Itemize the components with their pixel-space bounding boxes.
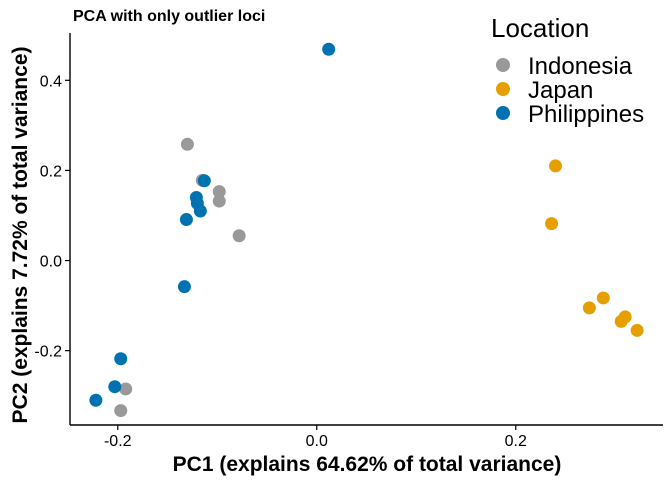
x-axis-title: PC1 (explains 64.62% of total variance) — [173, 453, 562, 476]
y-tick-label: 0.2 — [40, 163, 62, 180]
chart-title: PCA with only outlier loci — [73, 8, 265, 25]
legend-title: Location — [491, 13, 589, 43]
axes: -0.2 0.0 0.2 -0.2 0.0 0.2 0.4 — [34, 33, 663, 450]
data-points — [89, 42, 644, 418]
point-philippines — [197, 174, 211, 188]
y-axis-ticks: -0.2 0.0 0.2 0.4 — [34, 73, 70, 361]
point-japan — [582, 301, 596, 315]
point-philippines — [179, 213, 193, 227]
x-tick-label: -0.2 — [104, 433, 132, 450]
point-indonesia — [212, 194, 226, 208]
point-philippines — [193, 204, 207, 218]
point-indonesia — [212, 185, 226, 199]
y-tick-label: 0.4 — [40, 73, 62, 90]
legend-key-philippines — [496, 106, 510, 120]
point-indonesia — [119, 382, 133, 396]
legend-key-indonesia — [496, 58, 510, 72]
point-indonesia — [114, 404, 128, 418]
point-philippines — [322, 42, 336, 56]
point-indonesia — [180, 137, 194, 151]
y-axis-title: PC2 (explains 7.72% of total variance) — [9, 47, 32, 424]
y-tick-label: 0.0 — [40, 254, 62, 271]
legend-label-indonesia: Indonesia — [528, 53, 633, 80]
y-tick-label: -0.2 — [34, 344, 62, 361]
x-tick-label: 0.2 — [505, 433, 527, 450]
point-indonesia — [232, 229, 246, 243]
point-philippines — [177, 280, 191, 294]
point-philippines — [114, 352, 128, 366]
point-japan — [545, 217, 559, 231]
point-philippines — [89, 393, 103, 407]
legend-label-philippines: Philippines — [528, 101, 644, 128]
x-tick-label: 0.0 — [306, 433, 328, 450]
point-japan — [549, 159, 563, 173]
point-japan — [614, 314, 628, 328]
point-japan — [596, 291, 610, 305]
legend-key-japan — [496, 82, 510, 96]
point-philippines — [108, 380, 122, 394]
point-japan — [630, 323, 644, 337]
legend-label-japan: Japan — [528, 77, 593, 104]
x-axis-ticks: -0.2 0.0 0.2 — [104, 425, 527, 450]
